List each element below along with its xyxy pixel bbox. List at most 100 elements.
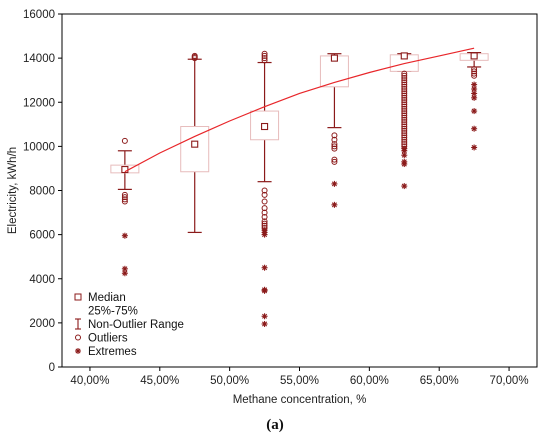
outlier-point — [401, 77, 408, 84]
outlier-point — [401, 94, 408, 101]
outlier-point — [401, 101, 408, 108]
legend-outlier-symbol — [75, 334, 81, 341]
outlier-point — [261, 213, 268, 220]
outlier-point — [331, 143, 338, 150]
extreme-stroke — [122, 233, 128, 239]
outlier-point — [401, 112, 408, 119]
extreme-stroke — [331, 202, 337, 208]
legend-outlier-label: Outliers — [88, 333, 128, 345]
outlier-point — [401, 127, 408, 134]
outlier-point — [401, 105, 408, 112]
box-group — [110, 137, 140, 205]
outlier-point — [121, 196, 128, 203]
outlier-point — [401, 99, 408, 106]
outlier-point — [331, 132, 338, 139]
outlier-point — [261, 205, 268, 212]
box-group — [459, 52, 489, 79]
extreme-stroke — [471, 82, 477, 88]
extreme-point — [261, 313, 268, 320]
fit-curve — [124, 47, 475, 173]
y-tick-label: 4000 — [29, 274, 55, 286]
extreme-stroke — [262, 313, 268, 319]
legend-median-symbol — [74, 293, 82, 301]
outlier-point — [331, 145, 338, 152]
y-tick-label: 2000 — [29, 318, 55, 330]
extreme-stroke — [262, 232, 268, 238]
legend-range-label: Non-Outlier Range — [88, 319, 184, 331]
outlier-point — [261, 209, 268, 216]
outlier-point — [401, 116, 408, 123]
outlier-point — [401, 132, 408, 139]
outlier-point — [401, 136, 408, 143]
extreme-stroke — [401, 161, 407, 167]
extreme-point — [121, 270, 128, 277]
outlier-point — [401, 123, 408, 130]
outlier-point — [401, 88, 408, 95]
extreme-point — [121, 232, 128, 239]
outlier-point — [261, 198, 268, 205]
outlier-point — [121, 194, 128, 201]
extreme-point — [261, 264, 268, 271]
y-axis-title: Electricity, kWh/h — [7, 147, 19, 234]
y-tick-label: 0 — [49, 362, 55, 374]
outlier-point — [261, 191, 268, 198]
outlier-point — [401, 110, 408, 117]
extreme-stroke — [471, 144, 477, 151]
outlier-point — [401, 121, 408, 128]
outlier-point — [401, 134, 408, 141]
outlier-point — [121, 137, 128, 144]
extreme-point — [401, 152, 408, 159]
x-tick-label: 55,00% — [280, 375, 319, 387]
iqr-box — [180, 126, 210, 173]
extreme-stroke — [75, 348, 81, 354]
box-group — [180, 52, 210, 234]
y-tick-label: 16000 — [23, 9, 55, 21]
extreme-stroke — [262, 265, 268, 271]
outlier-point — [401, 97, 408, 104]
outlier-point — [401, 114, 408, 121]
outlier-point — [191, 52, 198, 59]
legend-iqr-label: 25%-75% — [88, 306, 138, 318]
extreme-stroke — [471, 95, 477, 101]
outlier-point — [121, 198, 128, 205]
y-tick-label: 14000 — [23, 53, 55, 65]
outlier-point — [331, 158, 338, 165]
outlier-point — [401, 90, 408, 97]
extreme-stroke — [471, 126, 477, 132]
outlier-point — [331, 136, 338, 143]
outlier-point — [331, 141, 338, 148]
x-tick-label: 60,00% — [350, 375, 389, 387]
outlier-point — [261, 218, 268, 225]
extreme-stroke — [471, 86, 477, 92]
outlier-point — [401, 108, 408, 115]
extreme-point — [471, 81, 478, 88]
outlier-point — [471, 66, 478, 73]
outlier-point — [401, 138, 408, 145]
box-group — [250, 50, 280, 232]
outlier-point — [401, 83, 408, 90]
outlier-point — [261, 52, 268, 59]
extreme-stroke — [471, 108, 477, 114]
box-group — [319, 53, 349, 165]
box-group — [389, 52, 419, 150]
legend-extreme-symbol — [75, 348, 81, 354]
figure-caption: (a) — [266, 417, 284, 433]
extreme-point — [331, 180, 338, 187]
outlier-point — [401, 74, 408, 81]
outlier-point — [401, 130, 408, 137]
median-marker — [330, 54, 338, 62]
extreme-point — [471, 125, 478, 132]
extreme-point — [471, 86, 478, 93]
extreme-point — [401, 183, 408, 190]
extreme-stroke — [401, 148, 407, 154]
median-marker — [400, 52, 408, 60]
outlier-point — [401, 92, 408, 99]
outlier-point — [261, 50, 268, 57]
x-tick-label: 70,00% — [490, 375, 529, 387]
extreme-stroke — [471, 90, 477, 96]
extreme-point — [261, 231, 268, 238]
x-tick-label: 50,00% — [210, 375, 249, 387]
outlier-point — [261, 55, 268, 62]
median-marker — [470, 52, 478, 60]
